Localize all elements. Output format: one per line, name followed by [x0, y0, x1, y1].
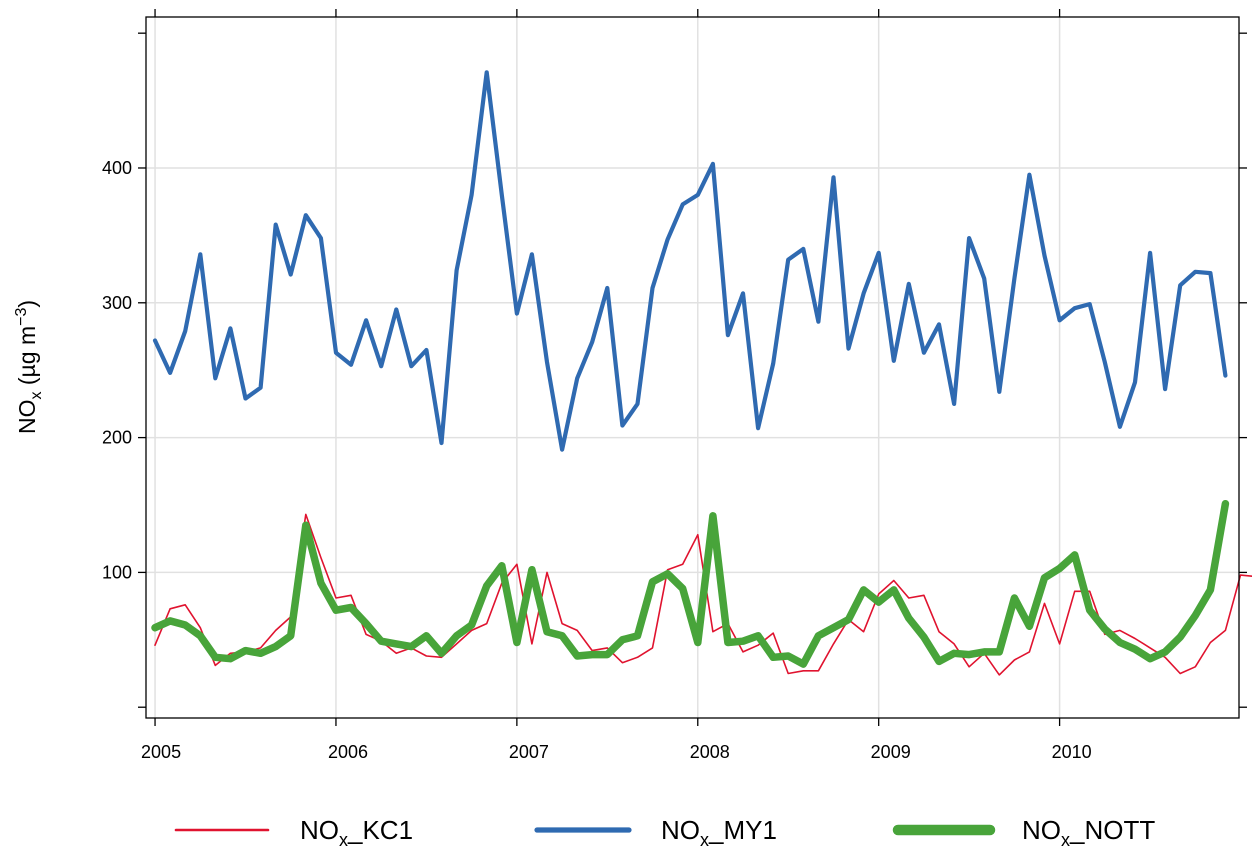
legend-label: NOx_NOTT	[1022, 815, 1155, 848]
x-tick-label: 2008	[690, 742, 730, 762]
series-line-nox_my1	[152, 70, 1228, 452]
x-tick-label: 2007	[509, 742, 549, 762]
y-tick-label: 200	[102, 428, 132, 448]
legend-item: NOx_NOTT	[892, 815, 1155, 848]
y-tick-label: 300	[102, 293, 132, 313]
legend-label: NOx_MY1	[661, 815, 777, 848]
series-lines	[151, 70, 1252, 676]
x-tick-label: 2005	[141, 742, 181, 762]
series-line-nox_nott	[151, 499, 1230, 668]
plot-frame	[145, 16, 1240, 719]
y-axis-title: NOx (µg m−3)	[13, 300, 45, 434]
x-tick-label: 2009	[871, 742, 911, 762]
legend-item: NOx_KC1	[174, 815, 413, 848]
x-tick-label: 2010	[1052, 742, 1092, 762]
y-tick-label: 400	[102, 158, 132, 178]
x-tick-label: 2006	[328, 742, 368, 762]
legend-label: NOx_KC1	[300, 815, 413, 848]
axis-ticks	[138, 9, 1247, 726]
legend: NOx_KC1 NOx_MY1 NOx_NOTT	[174, 815, 1155, 848]
legend-item: NOx_MY1	[534, 815, 777, 848]
y-tick-label: 100	[102, 562, 132, 582]
tick-labels: 2005 2006 2007 2008 2009 2010 100 200 300 400	[102, 158, 1092, 762]
